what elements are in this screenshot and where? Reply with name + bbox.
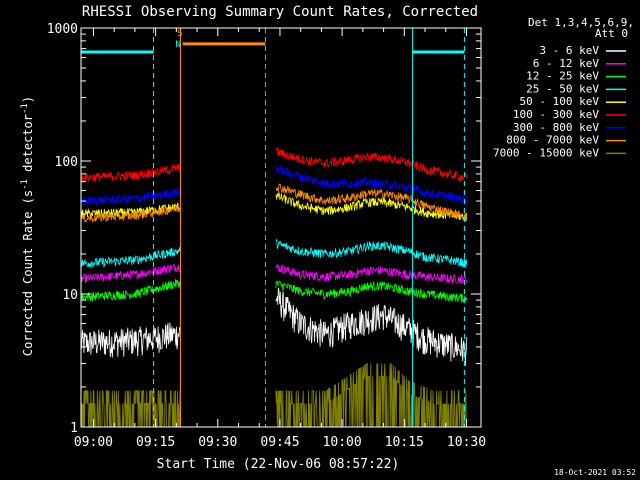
legend-label-4: 25 - 50 keV <box>526 82 599 95</box>
x-tick-label: 09:30 <box>198 435 237 450</box>
legend-label-8: 800 - 7000 keV <box>506 134 599 147</box>
flag-letter-1: S <box>177 29 182 39</box>
x-axis-label: Start Time (22-Nov-06 08:57:22) <box>157 457 400 472</box>
x-tick-label: 09:00 <box>74 435 113 450</box>
x-tick-label: 09:15 <box>136 435 175 450</box>
legend-label-1: 3 - 6 keV <box>539 44 599 57</box>
y-axis-label-end: ) <box>21 96 35 103</box>
y-axis-label-sup2: -1 <box>20 103 30 114</box>
flag-letter-2: N <box>176 40 181 50</box>
series-line-8 <box>80 183 468 224</box>
x-tick-label: 09:45 <box>260 435 299 450</box>
legend-header-line1: Det 1,3,4,5,6,9, <box>528 16 634 29</box>
chart-title: RHESSI Observing Summary Count Rates, Co… <box>82 4 478 20</box>
plot-frame <box>80 27 482 428</box>
y-axis-label-sup1: -1 <box>20 179 30 190</box>
y-axis-label-mid: detector <box>21 114 35 179</box>
series-line-3 <box>80 279 468 303</box>
legend-label-9: 7000 - 15000 keV <box>493 146 599 159</box>
legend-label-6: 100 - 300 keV <box>513 108 599 121</box>
x-axis: 09:00 09:15 09:30 09:45 10:00 10:15 10:30 <box>74 28 486 450</box>
x-tick-label: 10:00 <box>323 435 362 450</box>
legend-label-7: 300 - 800 keV <box>513 121 599 134</box>
series-line-2 <box>80 263 468 284</box>
x-tick-label: 10:30 <box>447 435 486 450</box>
footer-timestamp: 18-Oct-2021 03:52 <box>554 468 636 477</box>
series-line-1 <box>80 287 468 366</box>
series-line-6 <box>80 146 468 183</box>
y-axis: 1 10 100 1000 <box>47 22 481 436</box>
y-tick-label: 1000 <box>47 22 78 37</box>
legend-label-5: 50 - 100 keV <box>520 95 600 108</box>
y-axis-label: Corrected Count Rate (s-1 detector-1) <box>20 96 35 356</box>
series-line-4 <box>80 238 468 269</box>
legend-header-line2: Att 0 <box>595 27 628 40</box>
y-tick-label: 1 <box>70 421 78 436</box>
y-tick-label: 100 <box>55 155 78 170</box>
legend-label-2: 6 - 12 keV <box>533 57 600 70</box>
y-tick-label: 10 <box>62 288 78 303</box>
legend-label-3: 12 - 25 keV <box>526 70 599 83</box>
x-tick-label: 10:15 <box>385 435 424 450</box>
y-axis-label-main: Corrected Count Rate (s <box>21 190 35 356</box>
plot-area: SN <box>80 28 468 428</box>
series-line-7 <box>80 165 468 206</box>
